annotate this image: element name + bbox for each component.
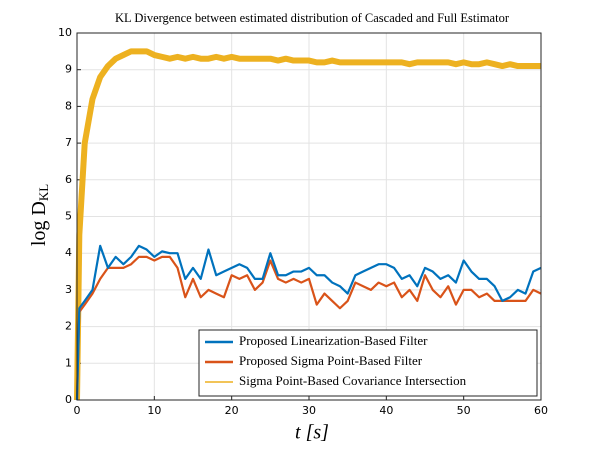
y-tick-label: 3	[65, 283, 72, 296]
legend-box	[198, 329, 538, 397]
y-tick-label: 2	[65, 320, 72, 333]
x-tick-label: 30	[302, 404, 316, 417]
x-tick-label: 10	[147, 404, 161, 417]
y-tick-label: 1	[65, 356, 72, 369]
legend-label: Proposed Sigma Point-Based Filter	[239, 353, 423, 368]
y-axis-label-sub: KL	[36, 184, 51, 201]
x-tick-label: 60	[534, 404, 548, 417]
y-tick-label: 6	[65, 173, 72, 186]
y-tick-label: 8	[65, 99, 72, 112]
x-tick-label: 0	[74, 404, 81, 417]
legend-label: Proposed Linearization-Based Filter	[239, 333, 428, 348]
x-tick-label: 50	[457, 404, 471, 417]
y-tick-label: 9	[65, 63, 72, 76]
series-line	[75, 244, 542, 401]
x-axis-label: t [s]	[295, 422, 329, 444]
x-tick-label: 20	[225, 404, 239, 417]
y-axis-label: log DKL	[28, 184, 51, 246]
y-tick-label: 7	[65, 136, 72, 149]
y-tick-label: 0	[65, 393, 72, 406]
series-line	[75, 255, 542, 401]
y-tick-label: 5	[65, 210, 72, 223]
x-tick-label: 40	[379, 404, 393, 417]
y-tick-label: 10	[58, 26, 72, 39]
y-tick-label: 4	[65, 246, 72, 259]
chart-title: KL Divergence between estimated distribu…	[115, 11, 510, 25]
series-line	[74, 48, 541, 401]
legend-label: Sigma Point-Based Covariance Intersectio…	[239, 373, 467, 388]
y-axis-label-main: log D	[28, 201, 50, 246]
plot-frame	[76, 32, 542, 401]
